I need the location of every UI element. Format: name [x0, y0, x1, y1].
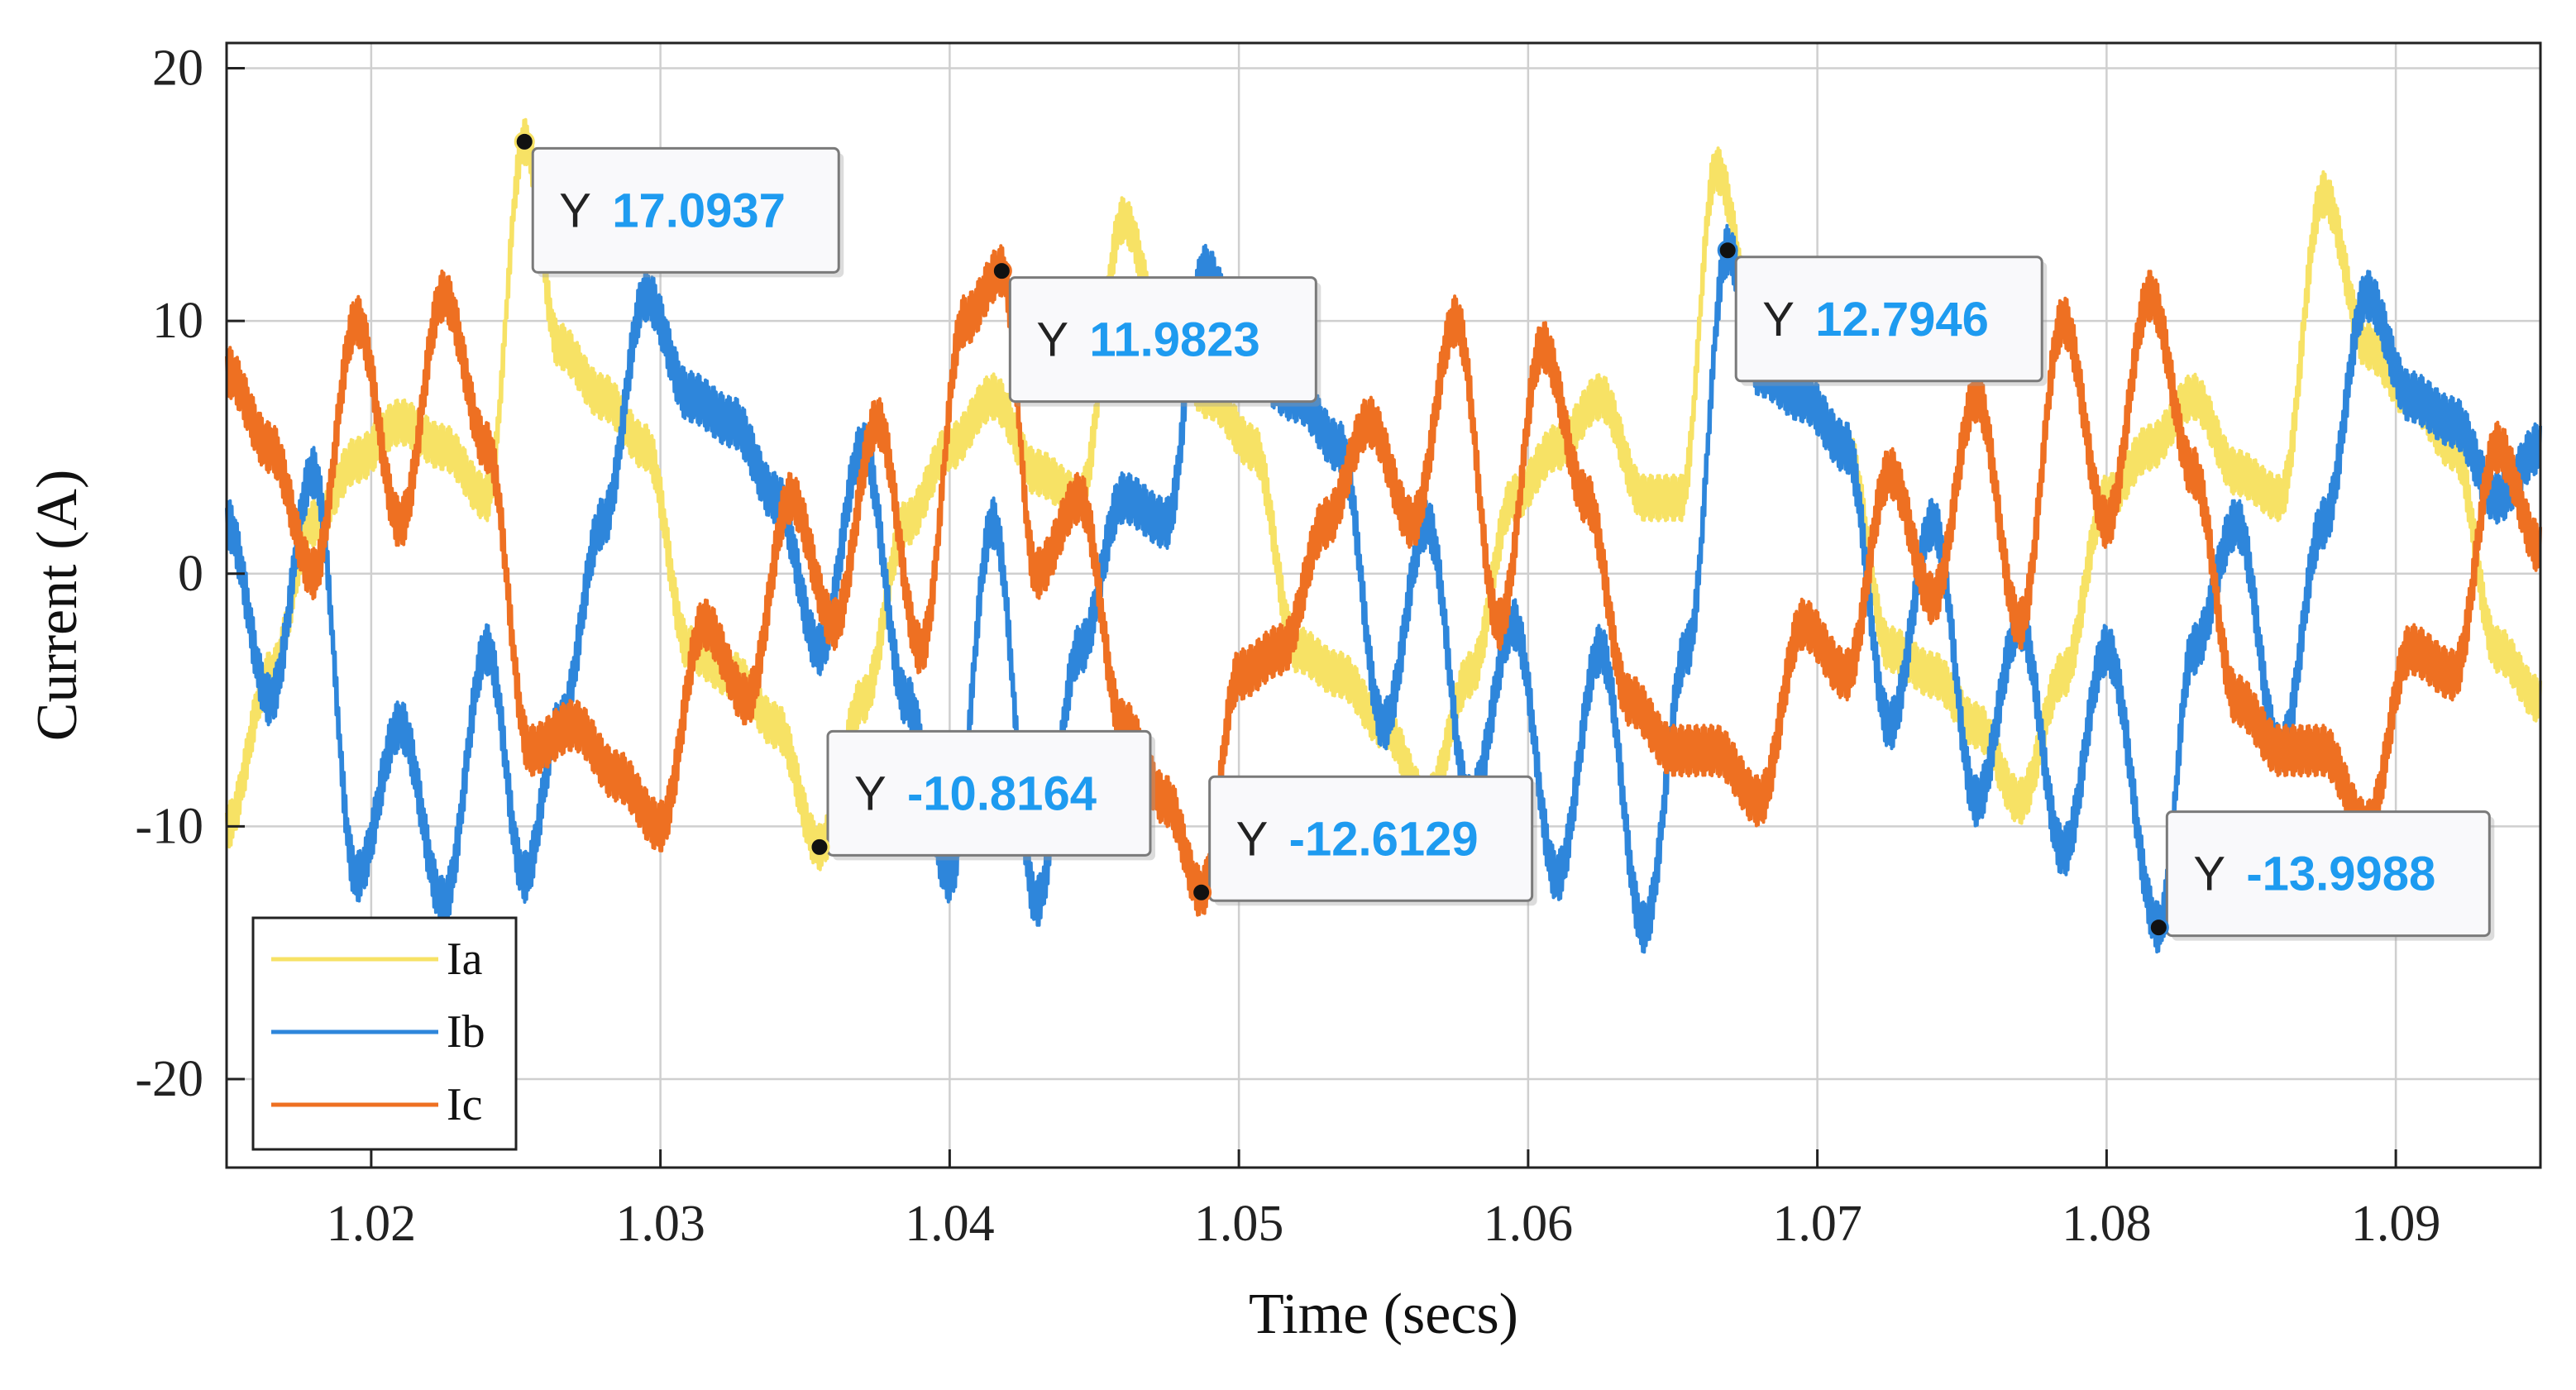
x-tick-label: 1.06: [1484, 1196, 1574, 1252]
datatip-marker: [2148, 917, 2169, 939]
datatip-marker: [809, 836, 830, 857]
datatip-value: 17.0937: [612, 184, 786, 237]
datatip-value: -10.8164: [907, 767, 1097, 820]
legend[interactable]: Ia Ib Ic: [251, 916, 518, 1151]
datatip[interactable]: Y 17.0937: [514, 131, 844, 278]
datatip[interactable]: Y -13.9988: [2148, 810, 2495, 941]
x-tick-label: 1.05: [1194, 1196, 1284, 1252]
datatip-prefix: Y: [559, 184, 591, 237]
axis-ticks: 1.02 1.03 1.04 1.05 1.06 1.07 1.08 1.09 20 10 0 -10…: [135, 41, 2440, 1252]
x-tick-label: 1.02: [327, 1196, 417, 1252]
datatip-marker: [991, 260, 1012, 282]
datatip-marker: [1191, 881, 1212, 903]
series-line-ic: [225, 244, 2542, 917]
datatip-value: -12.6129: [1289, 812, 1479, 866]
datatip-prefix: Y: [1236, 812, 1269, 866]
x-tick-label: 1.08: [2062, 1196, 2152, 1252]
legend-label-ic: Ic: [447, 1079, 483, 1130]
datatip-box: [1208, 775, 1534, 902]
datatip-value: 12.7946: [1815, 293, 1989, 346]
legend-label-ia: Ia: [447, 934, 483, 985]
datatip-box: [531, 146, 840, 274]
legend-label-ib: Ib: [447, 1006, 485, 1058]
datatip-box: [2165, 810, 2491, 938]
datatip[interactable]: Y -10.8164: [809, 729, 1155, 861]
datatip-prefix: Y: [1762, 293, 1795, 346]
datatip-prefix: Y: [2193, 848, 2225, 901]
datatip-box: [826, 729, 1152, 857]
x-tick-label: 1.07: [1772, 1196, 1862, 1252]
x-tick-label: 1.04: [905, 1196, 995, 1252]
datatip-box: [1008, 276, 1317, 404]
datatip[interactable]: Y 11.9823: [991, 260, 1321, 407]
plot-frame: [225, 41, 2542, 1169]
datatip-value: 11.9823: [1089, 313, 1259, 367]
y-tick-label: 0: [178, 546, 203, 602]
datatip-prefix: Y: [1036, 313, 1068, 367]
y-axis-label: Current (A): [26, 470, 89, 742]
y-tick-label: 20: [152, 41, 203, 97]
x-axis-label: Time (secs): [1249, 1283, 1518, 1346]
y-tick-label: 10: [152, 293, 203, 349]
datatip-marker: [1717, 240, 1738, 261]
datatips-layer: Y 17.0937 Y 11.9823 Y 12.7946 Y -10.8164 Y -12.61…: [514, 131, 2495, 941]
datatip[interactable]: Y 12.7946: [1717, 240, 2048, 386]
x-tick-label: 1.09: [2351, 1196, 2441, 1252]
x-tick-label: 1.03: [615, 1196, 705, 1252]
datatip-value: -13.9988: [2246, 848, 2435, 901]
datatip-prefix: Y: [854, 767, 887, 820]
datatip[interactable]: Y -12.6129: [1191, 775, 1537, 906]
datatip-box: [1734, 256, 2043, 383]
y-tick-label: -10: [135, 798, 203, 854]
y-tick-label: -20: [135, 1051, 203, 1107]
datatip-marker: [514, 131, 535, 152]
